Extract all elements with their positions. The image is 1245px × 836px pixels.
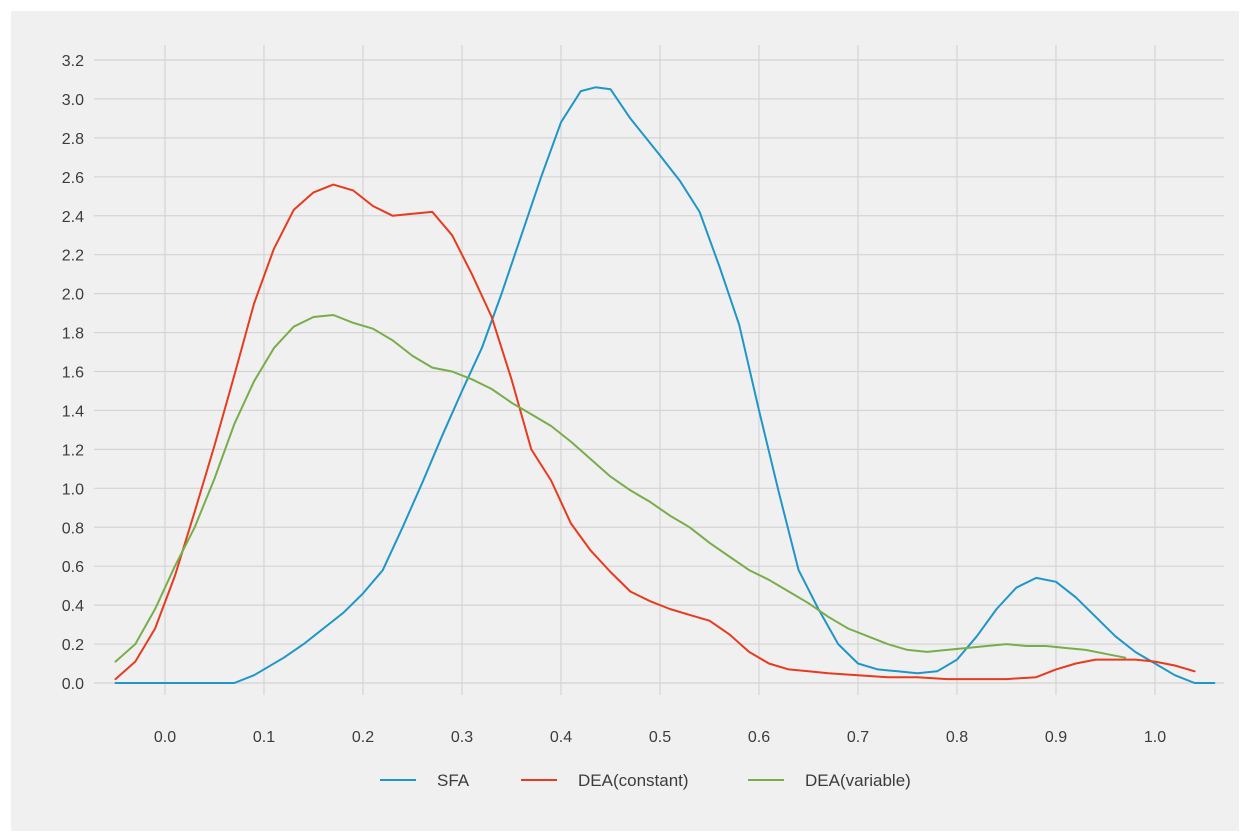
x-tick-label: 0.1	[253, 729, 275, 746]
x-tick-label: 0.3	[451, 729, 473, 746]
y-tick-label: 1.0	[62, 481, 84, 498]
y-tick-label: 2.6	[62, 170, 84, 187]
x-tick-label: 0.9	[1045, 729, 1067, 746]
y-tick-label: 0.2	[62, 637, 84, 654]
x-tick-label: 0.6	[748, 729, 770, 746]
series-line-sfa	[114, 86, 1216, 684]
y-tick-label: 0.0	[62, 676, 84, 693]
y-tick-label: 3.2	[62, 53, 84, 70]
x-tick-label: 0.0	[154, 729, 176, 746]
y-tick-label: 1.6	[62, 365, 84, 382]
x-tick-label: 0.4	[550, 729, 572, 746]
y-tick-label: 1.4	[62, 403, 84, 420]
y-tick-label: 2.2	[62, 248, 84, 265]
y-tick-label: 2.4	[62, 209, 84, 226]
y-tick-label: 0.8	[62, 520, 84, 537]
y-tick-label: 1.8	[62, 326, 84, 343]
y-tick-label: 2.8	[62, 131, 84, 148]
x-tick-label: 0.5	[649, 729, 671, 746]
x-tick-label: 1.0	[1144, 729, 1166, 746]
chart-panel	[11, 11, 1239, 831]
y-tick-label: 1.2	[62, 442, 84, 459]
x-tick-label: 0.7	[847, 729, 869, 746]
y-tick-label: 3.0	[62, 92, 84, 109]
legend-label: SFA	[437, 771, 470, 790]
legend-label: DEA(variable)	[805, 771, 911, 790]
y-tick-label: 2.0	[62, 287, 84, 304]
series-line-dea-constant	[114, 183, 1196, 681]
x-tick-label: 0.2	[352, 729, 374, 746]
legend-label: DEA(constant)	[578, 771, 689, 790]
x-tick-label: 0.8	[946, 729, 968, 746]
y-tick-label: 0.6	[62, 559, 84, 576]
y-tick-label: 0.4	[62, 598, 84, 615]
series-line-dea-variable	[114, 314, 1127, 663]
